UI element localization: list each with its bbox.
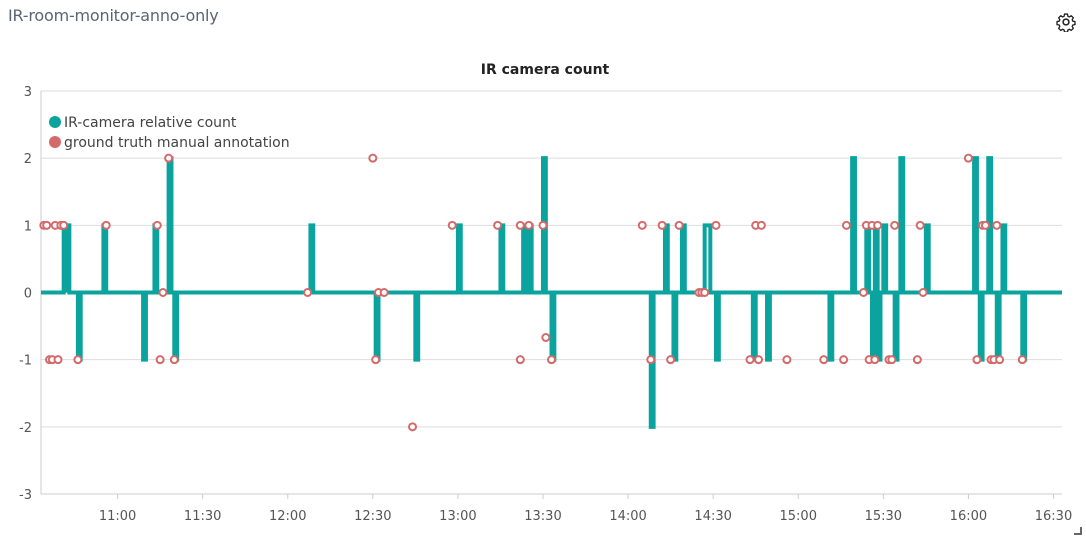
legend-swatch-ir-count[interactable] [49,116,61,128]
annotation-point [963,153,973,163]
annotation-point [59,220,69,230]
annotation-point [839,355,849,365]
x-axis: 11:00 11:30 12:00 12:30 13:00 13:30 14:00 14:30… [41,493,1072,524]
annotation-point [745,355,755,365]
legend-label-ground-truth[interactable]: ground truth manual annotation [64,135,290,151]
annotation-point [980,220,990,230]
annotation-point [646,355,656,365]
annotation-point [42,220,52,230]
annotation-point [995,355,1005,365]
annotation-point [870,355,880,365]
annotation-point [666,355,676,365]
annotation-point [756,220,766,230]
x-tick-label: 14:00 [609,509,646,524]
y-tick-label: 3 [24,85,32,100]
annotation-point [158,288,168,297]
y-tick-label: -3 [19,488,32,503]
x-tick-label: 13:30 [524,509,561,524]
gear-icon[interactable] [1056,12,1076,32]
annotation-point [711,220,721,230]
annotation-point [890,220,900,230]
annotation-point [841,220,851,230]
y-axis: -3 -2 -1 0 1 2 3 [19,85,42,503]
chart-title: IR camera count [481,62,610,78]
ir-count-series-line [41,156,1062,429]
x-tick-label: 12:30 [354,509,391,524]
annotation-point [408,422,418,432]
y-tick-label: 0 [24,287,32,302]
annotation-point [819,355,829,365]
y-tick-label: -1 [19,354,32,369]
annotation-point [918,288,928,297]
x-tick-label: 11:30 [184,509,221,524]
annotation-point [493,220,503,230]
annotation-point [515,220,525,230]
annotation-point [873,220,883,230]
y-tick-label: 2 [24,152,32,167]
annotation-point [782,355,792,365]
x-tick-label: 12:00 [269,509,306,524]
y-tick-label: -2 [19,421,32,436]
annotation-point [541,333,551,343]
annotation-point [515,355,525,365]
plot-area [39,153,1062,432]
annotation-point [637,220,647,230]
annotation-point [915,220,925,230]
annotation-point [674,220,684,230]
annotation-point [657,220,667,230]
annotation-point [754,355,764,365]
annotation-point [972,355,982,365]
annotation-point [992,220,1002,230]
annotation-point [447,220,457,230]
annotation-point [547,355,556,365]
x-tick-label: 16:00 [950,509,987,524]
annotation-point [368,153,378,163]
annotation-point [524,220,534,230]
annotation-point [155,355,165,365]
x-tick-label: 15:00 [780,509,817,524]
annotation-point [303,288,313,297]
resize-handle[interactable] [1074,527,1082,535]
annotation-point [912,355,922,365]
annotation-point [169,355,179,365]
annotation-point [152,220,162,230]
x-tick-label: 16:30 [1035,509,1072,524]
annotation-point [379,288,389,297]
annotation-point [371,355,381,365]
annotation-point [887,355,897,365]
panel-title: IR-room-monitor-anno-only [8,6,219,25]
annotation-point [101,220,111,230]
x-tick-label: 15:30 [865,509,902,524]
annotation-point [538,220,548,230]
x-tick-label: 14:30 [694,509,731,524]
annotation-point [73,355,83,365]
legend-swatch-ground-truth[interactable] [49,136,61,148]
annotation-point [700,288,710,297]
x-tick-label: 13:00 [439,509,476,524]
legend-label-ir-count[interactable]: IR-camera relative count [64,115,237,131]
annotation-point [164,153,174,163]
y-tick-label: 1 [24,219,32,234]
annotation-point [858,288,868,297]
annotation-point [53,355,63,365]
legend: IR-camera relative count ground truth ma… [49,115,290,151]
x-tick-label: 11:00 [99,509,136,524]
annotation-point [1017,355,1027,365]
